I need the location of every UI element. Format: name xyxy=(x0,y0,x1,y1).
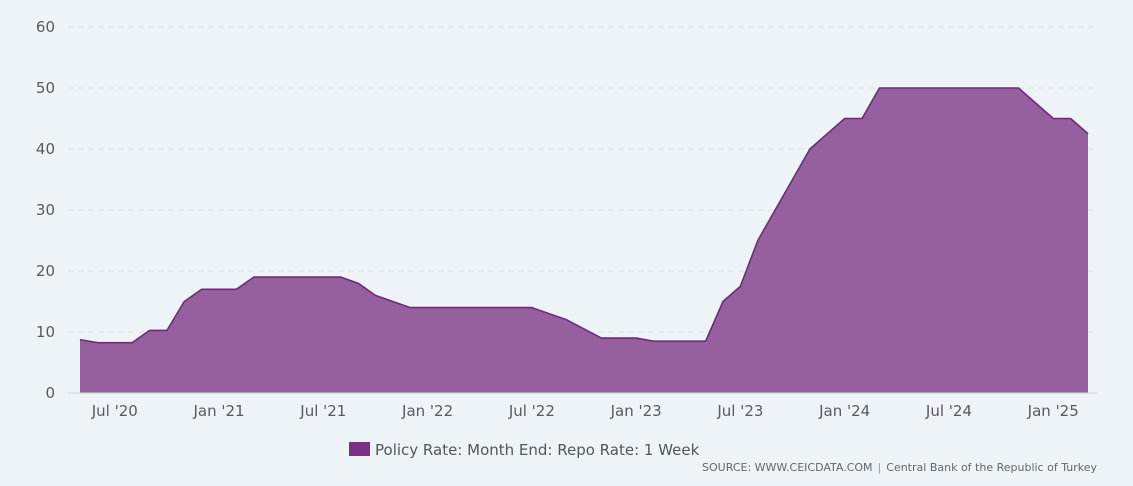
data-point-2023-10 xyxy=(790,177,795,182)
data-point-2023-06 xyxy=(721,299,726,304)
data-point-2024-10 xyxy=(999,86,1004,91)
axes: 0 10 20 30 40 50 60 Jul '20 Jan '21 Jul '21 Jan '2… xyxy=(36,18,1097,420)
y-tick-label-20: 20 xyxy=(36,262,55,280)
source-provider: Central Bank of the Republic of Turkey xyxy=(886,461,1097,474)
svg-text:SOURCE: WWW.CEICDATA.COM|Centr: SOURCE: WWW.CEICDATA.COM | Central Bank of… xyxy=(702,461,1097,474)
y-tick-label-30: 30 xyxy=(36,201,55,219)
data-point-2020-11 xyxy=(182,299,187,304)
data-point-2023-01 xyxy=(634,336,639,341)
data-point-2021-06 xyxy=(303,275,308,280)
data-point-2022-11 xyxy=(599,336,604,341)
data-point-2022-06 xyxy=(512,305,517,310)
data-point-2023-05 xyxy=(703,339,708,344)
x-tick-label-0: Jul '20 xyxy=(91,402,138,420)
source-credit: SOURCE: WWW.CEICDATA.COM | Central Bank of… xyxy=(702,461,1097,474)
x-tick-label-4: Jul '22 xyxy=(508,402,555,420)
data-point-2024-09 xyxy=(981,86,986,91)
data-point-2020-09 xyxy=(147,328,152,333)
data-point-2025-03 xyxy=(1086,131,1091,136)
data-point-2021-04 xyxy=(269,275,274,280)
data-point-2021-10 xyxy=(373,293,378,298)
data-point-2021-02 xyxy=(234,287,239,292)
x-tick-label-3: Jan '22 xyxy=(401,402,453,420)
data-point-2025-02 xyxy=(1068,116,1073,121)
data-point-2022-08 xyxy=(547,311,552,316)
data-point-2024-01 xyxy=(842,116,847,121)
data-point-2021-01 xyxy=(217,287,222,292)
data-point-2023-09 xyxy=(773,208,778,213)
x-tick-label-5: Jan '23 xyxy=(610,402,662,420)
data-point-2020-08 xyxy=(130,340,135,345)
data-point-2022-05 xyxy=(495,305,500,310)
data-point-2023-04 xyxy=(686,339,691,344)
data-point-2023-08 xyxy=(755,238,760,243)
data-point-2024-06 xyxy=(929,86,934,91)
data-point-2023-11 xyxy=(807,147,812,152)
data-point-2023-12 xyxy=(825,131,830,136)
data-point-2022-09 xyxy=(564,317,569,322)
x-tick-label-8: Jul '24 xyxy=(925,402,972,420)
data-point-2022-02 xyxy=(442,305,447,310)
y-tick-label-40: 40 xyxy=(36,140,55,158)
legend-swatch[interactable] xyxy=(349,442,370,456)
data-point-2021-08 xyxy=(338,275,343,280)
data-point-2020-12 xyxy=(199,287,204,292)
x-tick-label-1: Jan '21 xyxy=(192,402,244,420)
data-point-2020-10 xyxy=(164,328,169,333)
data-point-2021-11 xyxy=(390,299,395,304)
data-point-2024-11 xyxy=(1016,86,1021,91)
x-tick-label-7: Jan '24 xyxy=(818,402,870,420)
data-point-2020-05 xyxy=(78,337,83,342)
source-label: SOURCE: WWW.CEICDATA.COM xyxy=(702,461,873,474)
data-point-2022-12 xyxy=(616,336,621,341)
plot-area xyxy=(78,86,1091,393)
data-point-2022-04 xyxy=(477,305,482,310)
data-point-2022-01 xyxy=(425,305,430,310)
y-tick-label-60: 60 xyxy=(36,18,55,36)
data-point-2024-03 xyxy=(877,86,882,91)
x-tick-label-9: Jan '25 xyxy=(1027,402,1079,420)
data-point-2022-03 xyxy=(460,305,465,310)
y-tick-label-0: 0 xyxy=(45,384,55,402)
x-tick-label-2: Jul '21 xyxy=(299,402,346,420)
data-point-2021-09 xyxy=(356,281,361,286)
legend-label[interactable]: Policy Rate: Month End: Repo Rate: 1 Wee… xyxy=(375,441,700,459)
data-point-2024-04 xyxy=(894,86,899,91)
data-point-2023-03 xyxy=(668,339,673,344)
y-tick-label-50: 50 xyxy=(36,79,55,97)
legend[interactable]: Policy Rate: Month End: Repo Rate: 1 Wee… xyxy=(349,441,700,459)
data-point-2022-07 xyxy=(529,305,534,310)
data-point-2023-07 xyxy=(738,284,743,289)
data-point-2020-06 xyxy=(95,340,100,345)
data-point-2024-02 xyxy=(860,116,865,121)
x-tick-label-6: Jul '23 xyxy=(716,402,763,420)
data-point-2024-07 xyxy=(946,86,951,91)
data-point-2024-12 xyxy=(1033,101,1038,106)
data-point-2024-08 xyxy=(964,86,969,91)
series-area xyxy=(80,88,1088,393)
data-point-2020-07 xyxy=(112,340,117,345)
y-tick-label-10: 10 xyxy=(36,323,55,341)
data-point-2021-03 xyxy=(251,275,256,280)
data-point-2021-07 xyxy=(321,275,326,280)
data-point-2025-01 xyxy=(1051,116,1056,121)
series-line xyxy=(79,87,1089,344)
data-point-2024-05 xyxy=(912,86,917,91)
data-point-2022-10 xyxy=(582,326,587,331)
source-separator: | xyxy=(878,461,882,474)
data-point-2021-05 xyxy=(286,275,291,280)
data-point-2023-02 xyxy=(651,339,656,344)
data-point-2021-12 xyxy=(408,305,413,310)
